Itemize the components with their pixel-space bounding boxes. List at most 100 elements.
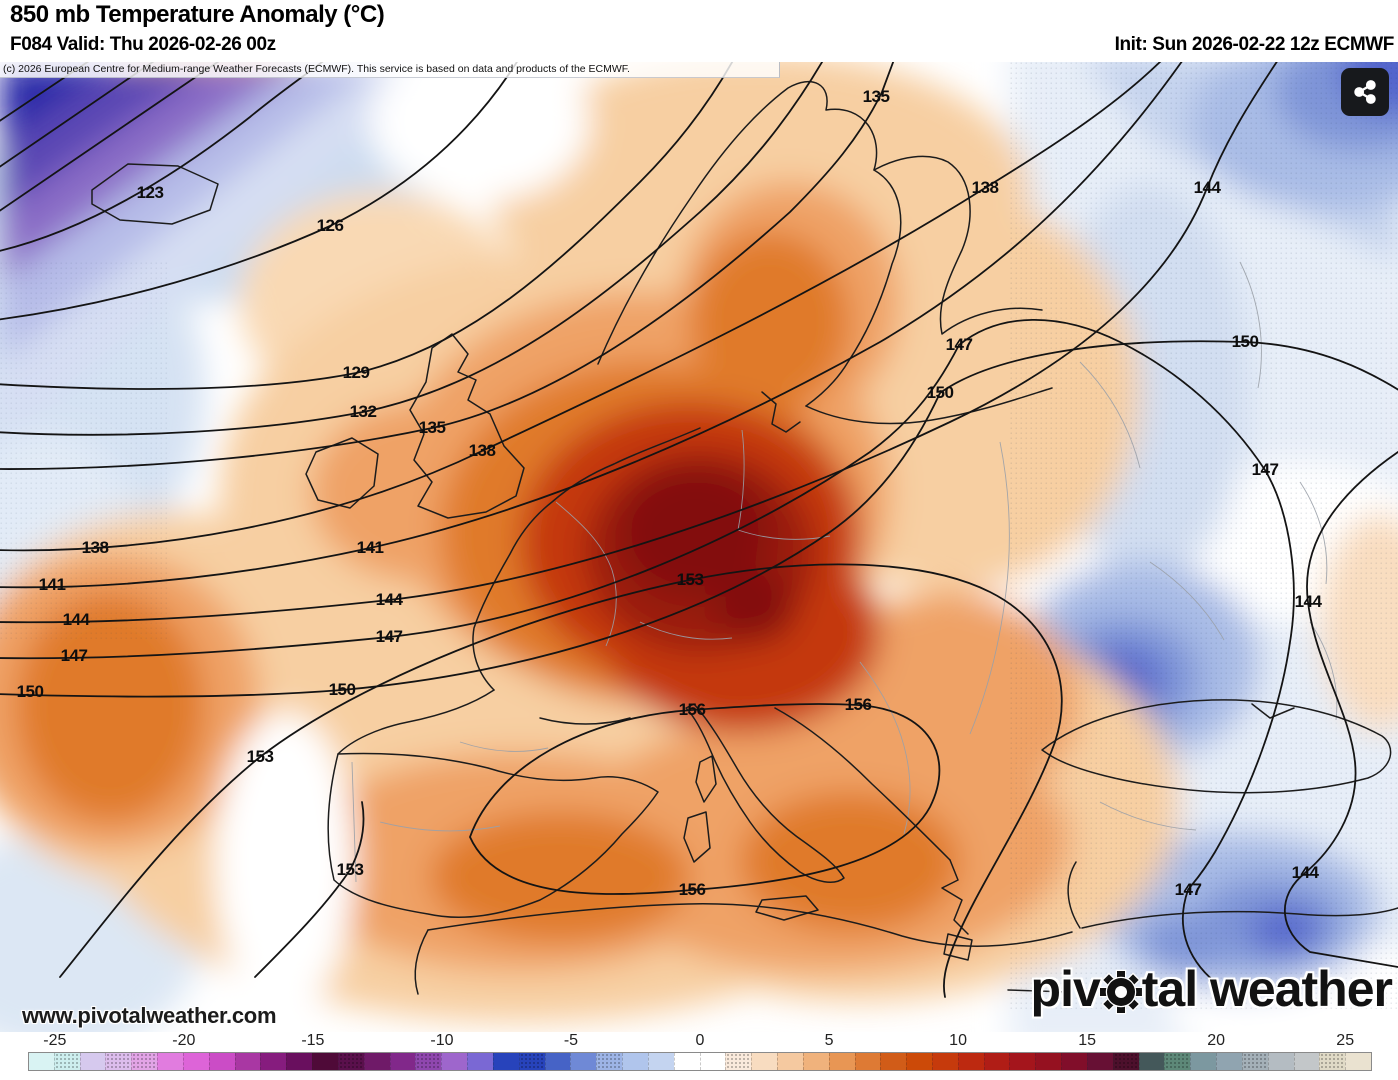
anomaly-map: (c) 2026 European Centre for Medium-rang… xyxy=(0,62,1398,1032)
colorbar-cell xyxy=(570,1053,597,1070)
init-time-label: Init: Sun 2026-02-22 12z ECMWF xyxy=(1114,34,1395,55)
contour-label: 135 xyxy=(862,87,890,106)
contour-label: 144 xyxy=(1291,863,1319,882)
map-header: 850 mb Temperature Anomaly (°C) F084 Val… xyxy=(0,0,1398,62)
colorbar-cell xyxy=(208,1053,235,1070)
contour-label: 147 xyxy=(375,627,403,646)
colorbar-cell xyxy=(467,1053,493,1070)
colorbar-cell xyxy=(105,1053,132,1070)
gear-icon xyxy=(1098,969,1144,1015)
colorbar-cell xyxy=(363,1053,390,1070)
logo-text-after: tal weather xyxy=(1141,961,1393,1017)
colorbar-tick: 5 xyxy=(824,1032,834,1049)
contour-label: 138 xyxy=(81,538,109,557)
contour-label: 150 xyxy=(16,682,44,701)
colorbar-cell xyxy=(931,1053,958,1070)
contour-label: 132 xyxy=(349,402,377,421)
colorbar-tick: 25 xyxy=(1336,1032,1355,1049)
colorbar-cell xyxy=(673,1053,700,1070)
colorbar-cell xyxy=(518,1053,545,1070)
colorbar-cell xyxy=(777,1053,803,1070)
logo-text-before: piv xyxy=(1030,961,1101,1017)
colorbar-cell xyxy=(415,1053,442,1070)
contour-label: 141 xyxy=(38,575,66,594)
contour-label: 150 xyxy=(1231,332,1259,351)
contour-label: 147 xyxy=(1251,460,1279,479)
contour-label: 144 xyxy=(1193,178,1221,197)
colorbar-cell xyxy=(157,1053,183,1070)
contour-label: 138 xyxy=(468,441,496,460)
contour-label: 153 xyxy=(676,570,704,589)
colorbar-cell xyxy=(1345,1053,1372,1070)
colorbar-cell xyxy=(260,1053,287,1070)
colorbar-cell xyxy=(1061,1053,1087,1070)
colorbar-cell xyxy=(622,1053,648,1070)
colorbar-cell xyxy=(544,1053,571,1070)
colorbar-cell xyxy=(389,1053,416,1070)
anomaly-map-svg xyxy=(0,62,1398,1032)
colorbar-cell xyxy=(1241,1053,1268,1070)
colorbar-cell xyxy=(854,1053,881,1070)
colorbar-cell xyxy=(131,1053,158,1070)
colorbar-tick-labels: -25 -20 -15 -10 -5 0 5 10 15 20 25 xyxy=(0,1032,1398,1052)
colorbar-tick: -15 xyxy=(301,1032,325,1049)
colorbar-cell xyxy=(957,1053,984,1070)
watermark-url: www.pivotalweather.com xyxy=(22,1003,277,1028)
colorbar-tick: -20 xyxy=(172,1032,196,1049)
coastlines xyxy=(91,80,1398,995)
colorbar-cell xyxy=(596,1053,623,1070)
share-icon xyxy=(1354,80,1376,104)
colorbar-bar xyxy=(28,1052,1372,1071)
contour-label: 150 xyxy=(926,383,954,402)
contour-label: 147 xyxy=(945,335,973,354)
stipple-texture xyxy=(1010,62,1398,1012)
colorbar-cell xyxy=(699,1053,726,1070)
colorbar-cell xyxy=(802,1053,829,1070)
colorbar-cell xyxy=(880,1053,907,1070)
colorbar-cell xyxy=(441,1053,468,1070)
colorbar-cell xyxy=(906,1053,932,1070)
page-title: 850 mb Temperature Anomaly (°C) xyxy=(10,1,385,28)
colorbar-tick: 0 xyxy=(695,1032,705,1049)
colorbar-cell xyxy=(647,1053,674,1070)
colorbar-tick: 10 xyxy=(949,1032,967,1049)
contour-label: 153 xyxy=(336,860,364,879)
colorbar-cell xyxy=(1164,1053,1191,1070)
colorbar-cell xyxy=(234,1053,261,1070)
share-button[interactable] xyxy=(1341,68,1389,116)
contour-label: 150 xyxy=(328,680,356,699)
colorbar-cell xyxy=(1190,1053,1217,1070)
colorbar-cell xyxy=(1319,1053,1346,1070)
colorbar-cell xyxy=(1086,1053,1113,1070)
colorbar-cell xyxy=(1216,1053,1242,1070)
colorbar-cell xyxy=(1035,1053,1062,1070)
colorbar-cell xyxy=(182,1053,209,1070)
contour-label: 138 xyxy=(971,178,999,197)
contour-label: 147 xyxy=(1174,880,1202,899)
contour-label: 156 xyxy=(678,700,706,719)
admin-borders xyxy=(351,261,1338,883)
colorbar-cell xyxy=(751,1053,778,1070)
copyright-notice: (c) 2026 European Centre for Medium-rang… xyxy=(0,62,780,78)
colorbar-cell xyxy=(1293,1053,1320,1070)
colorbar-cell xyxy=(79,1053,106,1070)
colorbar-tick: -5 xyxy=(563,1032,579,1049)
contour-label: 141 xyxy=(356,538,384,557)
colorbar-tick: -10 xyxy=(430,1032,454,1049)
contour-label: 156 xyxy=(844,695,872,714)
colorbar-cell xyxy=(1267,1053,1294,1070)
valid-time-label: F084 Valid: Thu 2026-02-26 00z xyxy=(10,34,276,55)
contour-label: 126 xyxy=(316,216,344,235)
colorbar-tick: -25 xyxy=(43,1032,67,1049)
colorbar-cell xyxy=(828,1053,855,1070)
colorbar-cell xyxy=(337,1053,364,1070)
contour-label: 144 xyxy=(62,610,90,629)
pivotal-weather-logo: piv tal weather xyxy=(1030,960,1393,1018)
colorbar-cell xyxy=(725,1053,752,1070)
colorbar-tick: 20 xyxy=(1207,1032,1226,1049)
colorbar-cell xyxy=(286,1053,313,1070)
colorbar: -25 -20 -15 -10 -5 0 5 10 15 20 25 xyxy=(0,1032,1398,1080)
colorbar-cell xyxy=(1112,1053,1139,1070)
contour-label: 147 xyxy=(60,646,88,665)
